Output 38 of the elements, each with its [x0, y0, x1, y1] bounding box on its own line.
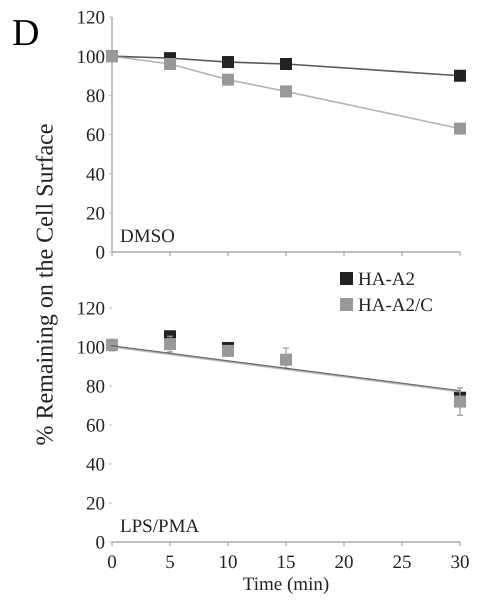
legend-label: HA-A2/C [358, 295, 433, 316]
point [454, 396, 466, 408]
x-tick-label: 15 [276, 552, 296, 573]
point [454, 122, 466, 135]
y-tick-label: 120 [76, 298, 105, 320]
point [222, 74, 234, 86]
point [280, 354, 292, 366]
y-tick-label: 80 [86, 376, 105, 398]
x-tick-label: 10 [218, 552, 238, 573]
chart-title: D [12, 12, 40, 54]
point [280, 85, 292, 98]
y-tick-label: 40 [86, 454, 105, 476]
y-tick-label: 60 [86, 125, 105, 146]
point [222, 56, 234, 68]
x-tick-label: 25 [392, 552, 412, 573]
y-tick-label: 0 [96, 242, 105, 264]
y-axis-title: % Remaining on the Cell Surface [32, 124, 58, 446]
point [164, 58, 176, 70]
y-tick-label: 0 [96, 532, 105, 554]
annotation: LPS/PMA [120, 516, 200, 537]
y-tick-label: 120 [76, 8, 105, 29]
point [222, 344, 234, 357]
point [454, 70, 466, 82]
y-tick-label: 20 [86, 203, 105, 224]
y-tick-label: 20 [86, 494, 105, 515]
y-tick-label: 100 [76, 46, 105, 68]
y-tick-label: 60 [86, 416, 105, 437]
x-tick-label: 20 [334, 552, 354, 573]
x-tick-label: 30 [450, 552, 470, 573]
y-tick-label: 100 [76, 338, 105, 359]
x-tick-label: 5 [165, 552, 175, 573]
annotation: DMSO [120, 226, 175, 247]
point [280, 58, 292, 70]
y-tick-label: 80 [86, 86, 105, 107]
legend-label: HA-A2 [358, 269, 415, 290]
point [164, 338, 176, 350]
x-axis-title: Time (min) [242, 574, 330, 595]
y-tick-label: 40 [86, 164, 105, 186]
